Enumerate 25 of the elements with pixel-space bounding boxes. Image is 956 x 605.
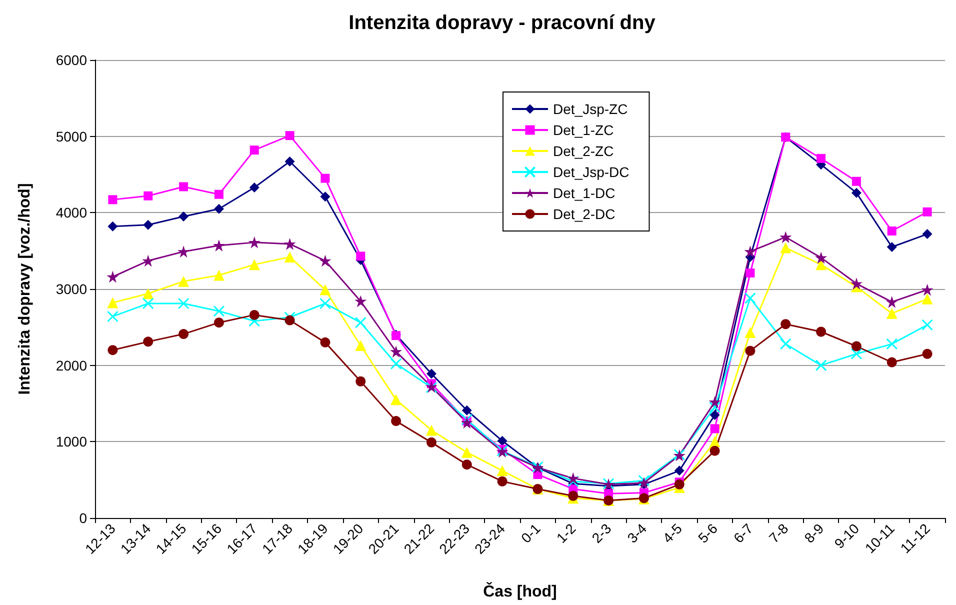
legend-label: Det_2-ZC bbox=[553, 143, 614, 159]
y-tick-label: 5000 bbox=[56, 128, 88, 144]
legend-label: Det_Jsp-DC bbox=[553, 164, 630, 180]
x-tick-label: 0-1 bbox=[518, 520, 544, 546]
x-tick-label: 2-3 bbox=[588, 520, 614, 546]
legend-label: Det_1-DC bbox=[553, 185, 616, 201]
x-axis-title: Čas [hod] bbox=[483, 582, 557, 600]
y-tick-label: 4000 bbox=[56, 204, 88, 221]
chart-title: Intenzita dopravy - pracovní dny bbox=[348, 12, 656, 34]
y-tick-label: 6000 bbox=[56, 52, 88, 68]
legend-label: Det_1-ZC bbox=[553, 122, 614, 138]
x-tick-label: 8-9 bbox=[801, 520, 827, 546]
x-tick-label: 3-4 bbox=[624, 520, 650, 546]
legend-label: Det_2-DC bbox=[553, 206, 616, 222]
y-tick-label: 3000 bbox=[56, 281, 88, 297]
x-tick-label: 5-6 bbox=[694, 520, 721, 546]
y-tick-label: 1000 bbox=[56, 434, 88, 450]
x-tick-label: 6-7 bbox=[730, 520, 756, 546]
y-tick-label: 2000 bbox=[56, 357, 88, 374]
y-tick-label: 0 bbox=[79, 510, 88, 526]
y-axis-title: Intenzita dopravy [voz./hod] bbox=[16, 183, 34, 395]
x-tick-label: 4-5 bbox=[659, 520, 686, 546]
legend-label: Det_Jsp-ZC bbox=[553, 101, 628, 117]
x-tick-label: 1-2 bbox=[553, 520, 579, 546]
x-tick-label: 7-8 bbox=[766, 520, 792, 546]
